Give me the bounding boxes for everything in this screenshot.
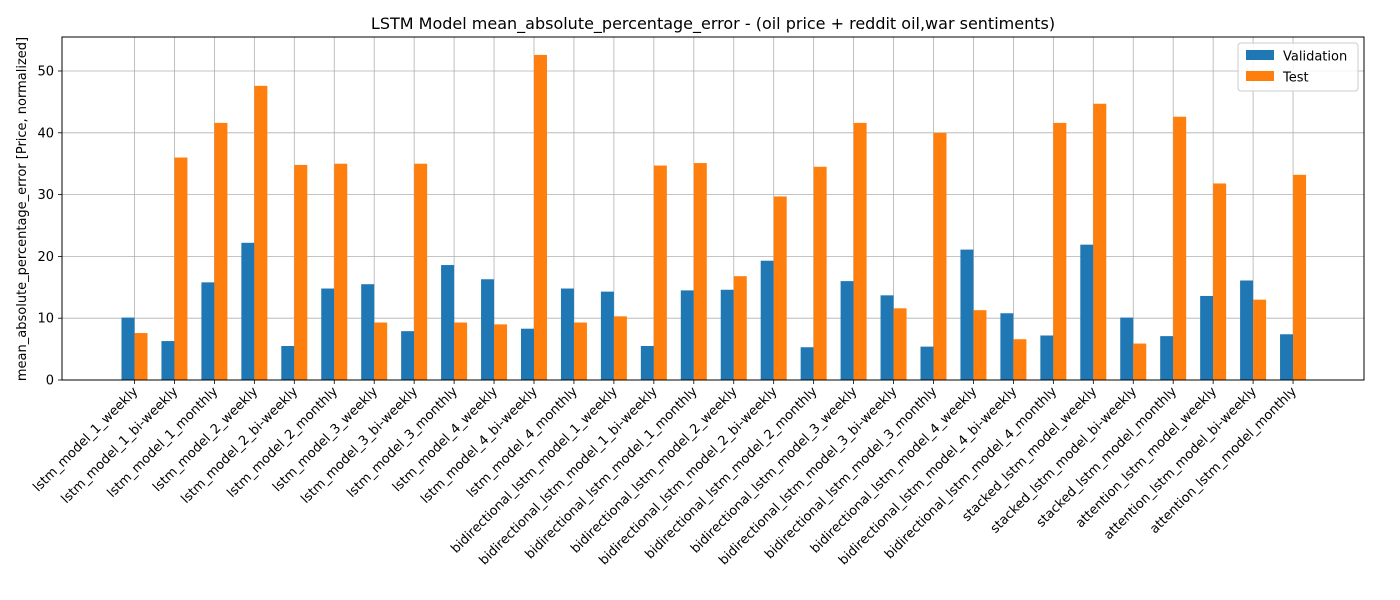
bar-validation [481, 279, 495, 380]
bar-test [1293, 174, 1307, 380]
y-tick-label: 0 [46, 374, 54, 389]
bar-test [613, 316, 627, 380]
bar-test [853, 122, 867, 380]
bar-validation [840, 281, 854, 380]
bar-test [414, 163, 428, 380]
bar-test [573, 322, 587, 380]
bar-validation [241, 242, 255, 380]
y-tick-label: 10 [37, 312, 54, 327]
bar-test [294, 164, 308, 380]
plot-frame [61, 36, 1365, 381]
bar-test [733, 276, 747, 380]
bar-test [1133, 343, 1147, 380]
bar-validation [1080, 244, 1094, 380]
bar-validation [161, 341, 175, 380]
y-tick-label: 30 [37, 188, 54, 203]
legend-label-validation: Validation [1283, 50, 1347, 65]
y-axis-label: mean_absolute_percentage_error [Price, n… [15, 37, 30, 381]
chart-title: LSTM Model mean_absolute_percentage_erro… [371, 14, 1055, 34]
bar-test [973, 310, 987, 380]
bar-validation [521, 328, 534, 380]
bar-validation [1200, 295, 1214, 380]
bar-validation [1120, 317, 1134, 380]
bar-test [1213, 183, 1227, 380]
bar-test [534, 54, 547, 381]
x-axis-ticks: lstm_model_1_weeklylstm_model_1_bi-weekl… [30, 380, 1300, 568]
bar-validation [600, 291, 614, 380]
y-axis-ticks: 0 10 20 30 40 50 [37, 64, 62, 389]
x-tick-label: stacked_lstm_model_bi-weekly [988, 384, 1141, 537]
y-tick-label: 50 [37, 64, 54, 79]
bar-test [693, 163, 707, 380]
bar-validation [640, 346, 654, 380]
bar-test [494, 324, 508, 380]
bar-validation [401, 331, 415, 380]
bar-validation [760, 260, 774, 380]
bar-validation [960, 249, 974, 380]
bar-test [1253, 299, 1267, 380]
legend: Validation Test [1237, 42, 1359, 92]
y-tick-label: 20 [37, 250, 54, 265]
bar-test [1053, 122, 1067, 380]
bar-validation [441, 265, 455, 380]
bar-validation [680, 290, 694, 380]
x-tick-label: attention_lstm_model_monthly [1147, 384, 1300, 537]
bar-test [1093, 103, 1107, 381]
legend-swatch-test [1246, 71, 1274, 81]
bar-validation [1040, 335, 1054, 380]
bar-test [893, 308, 907, 380]
bar-validation [201, 282, 215, 380]
bar-validation [1240, 280, 1254, 380]
bar-validation [560, 288, 574, 380]
bar-test [174, 157, 188, 380]
bar-validation [720, 289, 734, 380]
bar-validation [880, 295, 894, 380]
bar-validation [1160, 336, 1174, 380]
bar-test [813, 166, 827, 380]
bar-validation [1000, 313, 1014, 380]
bar-test [454, 322, 468, 380]
bar-test [334, 163, 348, 380]
legend-swatch-validation [1246, 50, 1274, 60]
bar-validation [121, 317, 135, 380]
bars [121, 54, 1307, 381]
bar-validation [1280, 334, 1294, 380]
legend-label-test: Test [1282, 71, 1309, 86]
bar-validation [920, 346, 934, 380]
bar-validation [361, 284, 375, 380]
bar-test [933, 132, 947, 380]
bar-test [773, 196, 787, 380]
bar-validation [800, 347, 814, 380]
bar-test [1013, 339, 1027, 380]
bar-test [653, 165, 667, 380]
bar-test [1173, 116, 1187, 380]
bar-test [374, 322, 388, 380]
y-tick-label: 40 [37, 126, 54, 141]
axes [61, 36, 1365, 381]
bar-validation [321, 288, 335, 380]
bar-validation [281, 346, 295, 380]
bar-test [134, 333, 148, 380]
bar-test [254, 85, 268, 380]
bar-test [214, 122, 228, 380]
